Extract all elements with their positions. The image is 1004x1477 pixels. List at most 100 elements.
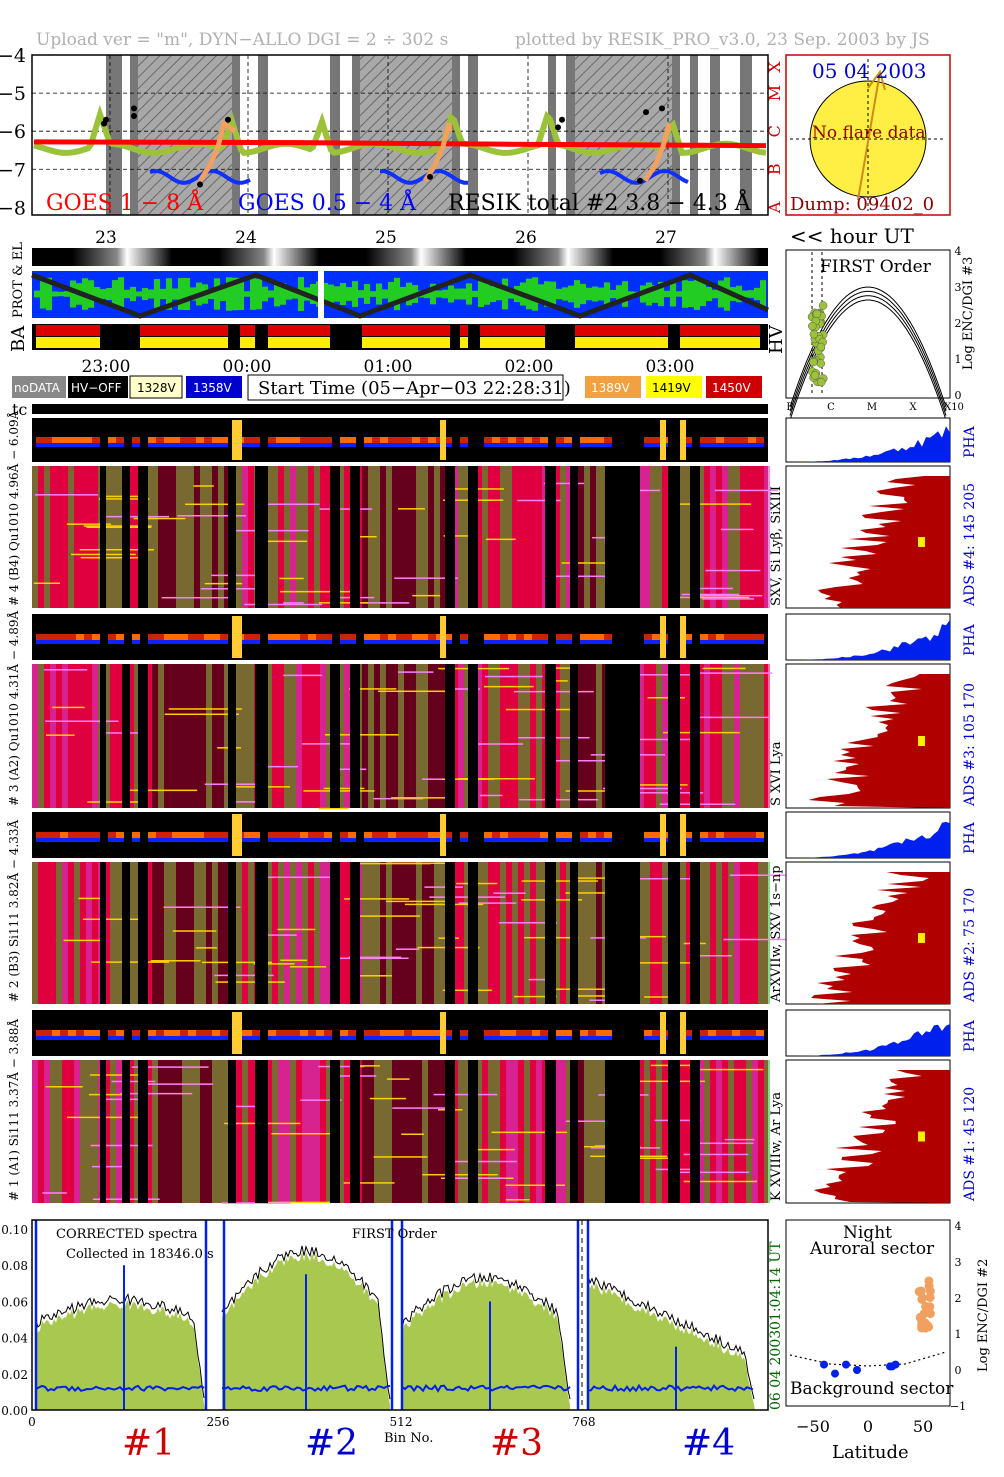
pha-band bbox=[748, 634, 756, 640]
first-order-point bbox=[809, 329, 819, 339]
pha-band bbox=[740, 437, 748, 443]
spectrogram-streak bbox=[211, 574, 267, 577]
spectrogram-streak bbox=[111, 1080, 156, 1083]
pha-band bbox=[444, 437, 452, 443]
pha-band bbox=[380, 832, 388, 838]
spectrogram-gap bbox=[255, 466, 268, 608]
spectrogram-column bbox=[710, 1060, 716, 1203]
spectrogram-column bbox=[650, 466, 656, 608]
spectrogram-streak bbox=[90, 1144, 153, 1147]
spectrogram-column bbox=[458, 466, 464, 608]
prot-el-fill bbox=[400, 286, 406, 302]
spectrogram-streak bbox=[473, 743, 524, 745]
pha-band bbox=[428, 437, 436, 443]
pha-band bbox=[372, 437, 380, 443]
spectrogram-column bbox=[506, 664, 512, 808]
spectrogram-streak bbox=[695, 596, 750, 599]
pha-band bbox=[684, 1036, 692, 1040]
spectrogram-column bbox=[464, 664, 470, 808]
pha-band bbox=[652, 640, 660, 644]
spectrogram-streak bbox=[253, 963, 295, 965]
spectrogram-column bbox=[248, 664, 254, 808]
spectrogram-column bbox=[50, 1060, 56, 1203]
pha-band bbox=[92, 1030, 100, 1036]
goes-05-4-curve bbox=[149, 168, 251, 185]
spectrogram-column bbox=[86, 466, 92, 608]
flare-burst bbox=[660, 420, 666, 460]
spectrogram-column bbox=[710, 466, 716, 608]
spectrogram-column bbox=[740, 664, 746, 808]
pha-band bbox=[116, 1030, 124, 1036]
prot-el-fill bbox=[346, 287, 352, 301]
spectrogram-column bbox=[644, 1060, 650, 1203]
prot-el-fill bbox=[406, 282, 412, 306]
spectrogram-column bbox=[128, 466, 134, 608]
prot-el-fill bbox=[112, 280, 118, 308]
spectrogram-streak bbox=[351, 862, 431, 865]
spectrogram-streak bbox=[638, 877, 692, 880]
pha-band bbox=[308, 634, 316, 640]
orbit-tick-label: 24 bbox=[235, 228, 257, 248]
pha-band bbox=[428, 1030, 436, 1036]
spectrogram-streak bbox=[395, 948, 420, 950]
pha-band bbox=[516, 1030, 524, 1036]
spectrogram-column bbox=[758, 664, 764, 808]
pha-band bbox=[300, 838, 308, 842]
pha-band bbox=[108, 1036, 116, 1040]
pha-band bbox=[388, 437, 396, 443]
pha-band bbox=[484, 443, 492, 447]
pha-band bbox=[268, 437, 276, 443]
legend-1389v: 1389V bbox=[591, 381, 631, 395]
spectrum-fill bbox=[36, 1299, 205, 1410]
auroral-point bbox=[916, 1286, 926, 1296]
ba-label: BA bbox=[8, 325, 29, 352]
goes-class-label: B bbox=[765, 163, 784, 175]
prot-el-fill bbox=[292, 289, 298, 299]
prot-el-fill bbox=[484, 283, 490, 305]
spectrogram-streak bbox=[442, 989, 492, 992]
spectrogram-column bbox=[338, 664, 344, 808]
spectrogram-column bbox=[50, 466, 56, 608]
spectrogram-column bbox=[158, 664, 164, 808]
spectrogram-streak bbox=[639, 935, 667, 938]
pha-band bbox=[540, 640, 548, 644]
pha-band bbox=[252, 1030, 260, 1036]
pha-band bbox=[204, 1036, 212, 1040]
pha-band bbox=[396, 640, 404, 644]
spectrogram-column bbox=[68, 1060, 74, 1203]
pha-band bbox=[284, 832, 292, 838]
spectrogram-streak bbox=[385, 900, 453, 903]
pha-band bbox=[300, 1030, 308, 1036]
prot-el-label: PROT & EL bbox=[11, 242, 26, 318]
auroral-point bbox=[924, 1281, 934, 1291]
spectrogram-gap bbox=[468, 466, 478, 608]
pha-band bbox=[516, 634, 524, 640]
spectrogram-gap bbox=[690, 466, 700, 608]
prot-el-fill bbox=[250, 278, 256, 310]
prot-el-fill bbox=[142, 288, 148, 300]
spectrogram-column bbox=[404, 1060, 410, 1203]
spectrogram-streak bbox=[260, 876, 339, 879]
pha-band bbox=[300, 832, 308, 838]
prot-el-fill bbox=[628, 291, 634, 297]
spectrogram-column bbox=[428, 466, 434, 608]
pha-band bbox=[188, 443, 196, 447]
spectrogram-streak bbox=[283, 602, 304, 604]
spectrogram-gap bbox=[468, 862, 478, 1004]
spectrogram-column bbox=[404, 862, 410, 1004]
pha-band bbox=[244, 640, 252, 644]
pha-band bbox=[724, 1036, 732, 1040]
spectrogram-streak bbox=[669, 596, 696, 599]
latitude-y-tick: 4 bbox=[955, 1220, 962, 1233]
pha-band bbox=[412, 437, 420, 443]
pha-band bbox=[700, 1036, 708, 1040]
pha-band bbox=[420, 1030, 428, 1036]
pha-band bbox=[420, 640, 428, 644]
pha-band bbox=[724, 634, 732, 640]
spectrogram-streak bbox=[683, 1153, 749, 1156]
spectrogram-column bbox=[746, 862, 752, 1004]
flare-burst bbox=[440, 1012, 446, 1054]
spectrogram-column bbox=[524, 862, 530, 1004]
orbit-number-ticks: 23 24 25 26 27 bbox=[95, 228, 677, 248]
pha-band bbox=[524, 838, 532, 842]
